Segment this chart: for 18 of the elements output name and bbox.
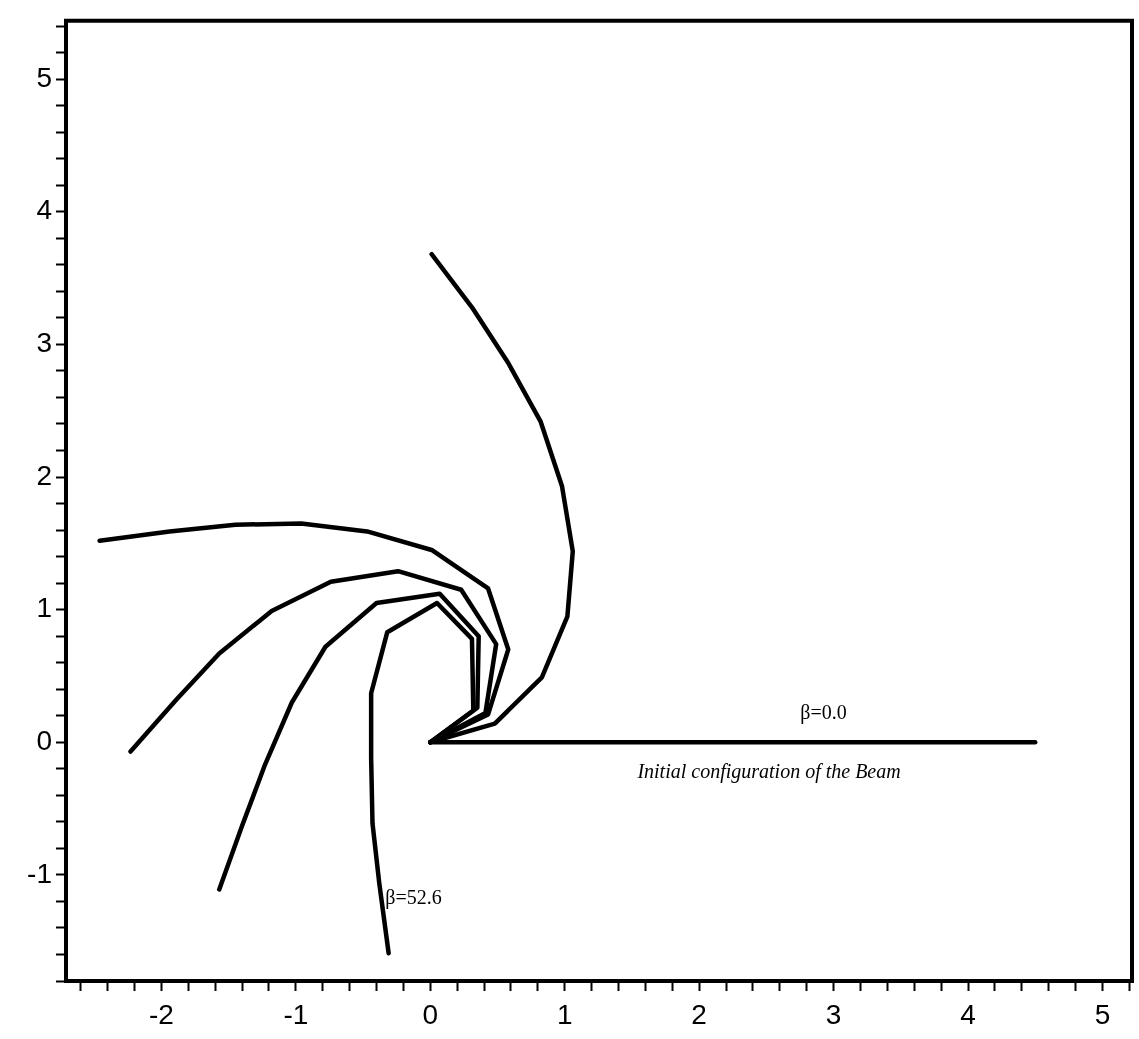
x-tick-label: 1 (556, 998, 573, 1030)
x-tick-label: -2 (148, 998, 174, 1030)
y-tick-label: -1 (27, 857, 52, 889)
y-tick-label: 3 (36, 327, 52, 359)
annotation: β=0.0 (800, 700, 847, 724)
x-tick-label: 4 (960, 998, 976, 1030)
y-tick-label: 5 (36, 61, 52, 93)
x-tick-label: 3 (825, 998, 842, 1030)
annotation: β=52.6 (385, 886, 442, 910)
y-tick-label: 2 (36, 459, 52, 491)
y-tick-label: 0 (36, 724, 52, 756)
y-tick-label: 4 (36, 194, 52, 226)
x-tick-label: 2 (691, 998, 707, 1030)
y-tick-label: 1 (36, 592, 52, 624)
x-tick-label: 0 (422, 998, 439, 1030)
x-tick-label: -1 (283, 998, 309, 1030)
annotation: Initial configuration of the Beam (636, 759, 901, 783)
x-tick-label: 5 (1094, 998, 1111, 1030)
